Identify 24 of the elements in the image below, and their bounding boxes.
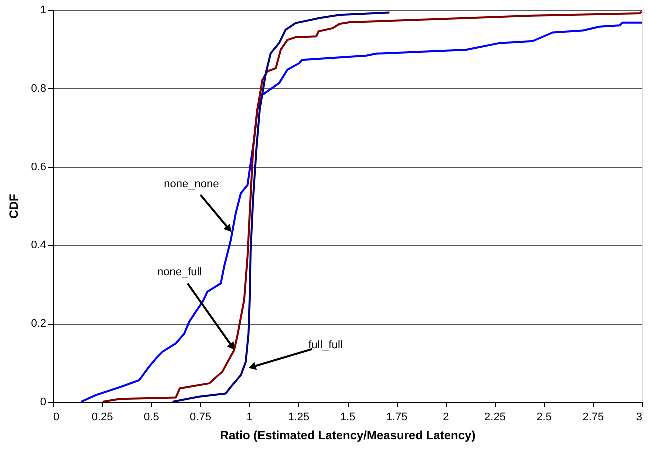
y-tick-label: 1 — [40, 4, 46, 16]
x-tick-label: 1.75 — [386, 412, 408, 424]
y-tick-label: 0.8 — [31, 82, 46, 95]
x-tick-label: 1.5 — [340, 412, 356, 424]
x-tick-label: 1 — [246, 412, 253, 424]
y-tick-label: 0.4 — [31, 240, 46, 252]
annotation: none_none — [164, 178, 220, 190]
x-tick-label: 0.75 — [190, 412, 212, 424]
x-tick-label: 0 — [54, 412, 60, 424]
x-tick-label: 2.75 — [582, 412, 604, 424]
annotation: full_full — [308, 339, 343, 352]
x-tick-label: 0.5 — [144, 412, 160, 424]
y-tick-label: 0 — [40, 396, 46, 408]
x-tick-label: 3 — [636, 412, 642, 424]
annotation: none_full — [157, 266, 202, 278]
x-axis-title: Ratio (Estimated Latency/Measured Latency) — [220, 428, 476, 442]
y-tick-label: 0.6 — [31, 161, 46, 174]
x-tick-label: 2.5 — [536, 412, 552, 424]
x-tick-label: 1.25 — [288, 412, 310, 424]
y-axis-title: CDF — [7, 194, 22, 219]
x-tick-label: 2.25 — [484, 412, 506, 424]
x-tick-label: 2 — [443, 412, 450, 424]
x-tick-label: 0.25 — [92, 412, 114, 424]
y-tick-label: 0.2 — [31, 318, 46, 330]
